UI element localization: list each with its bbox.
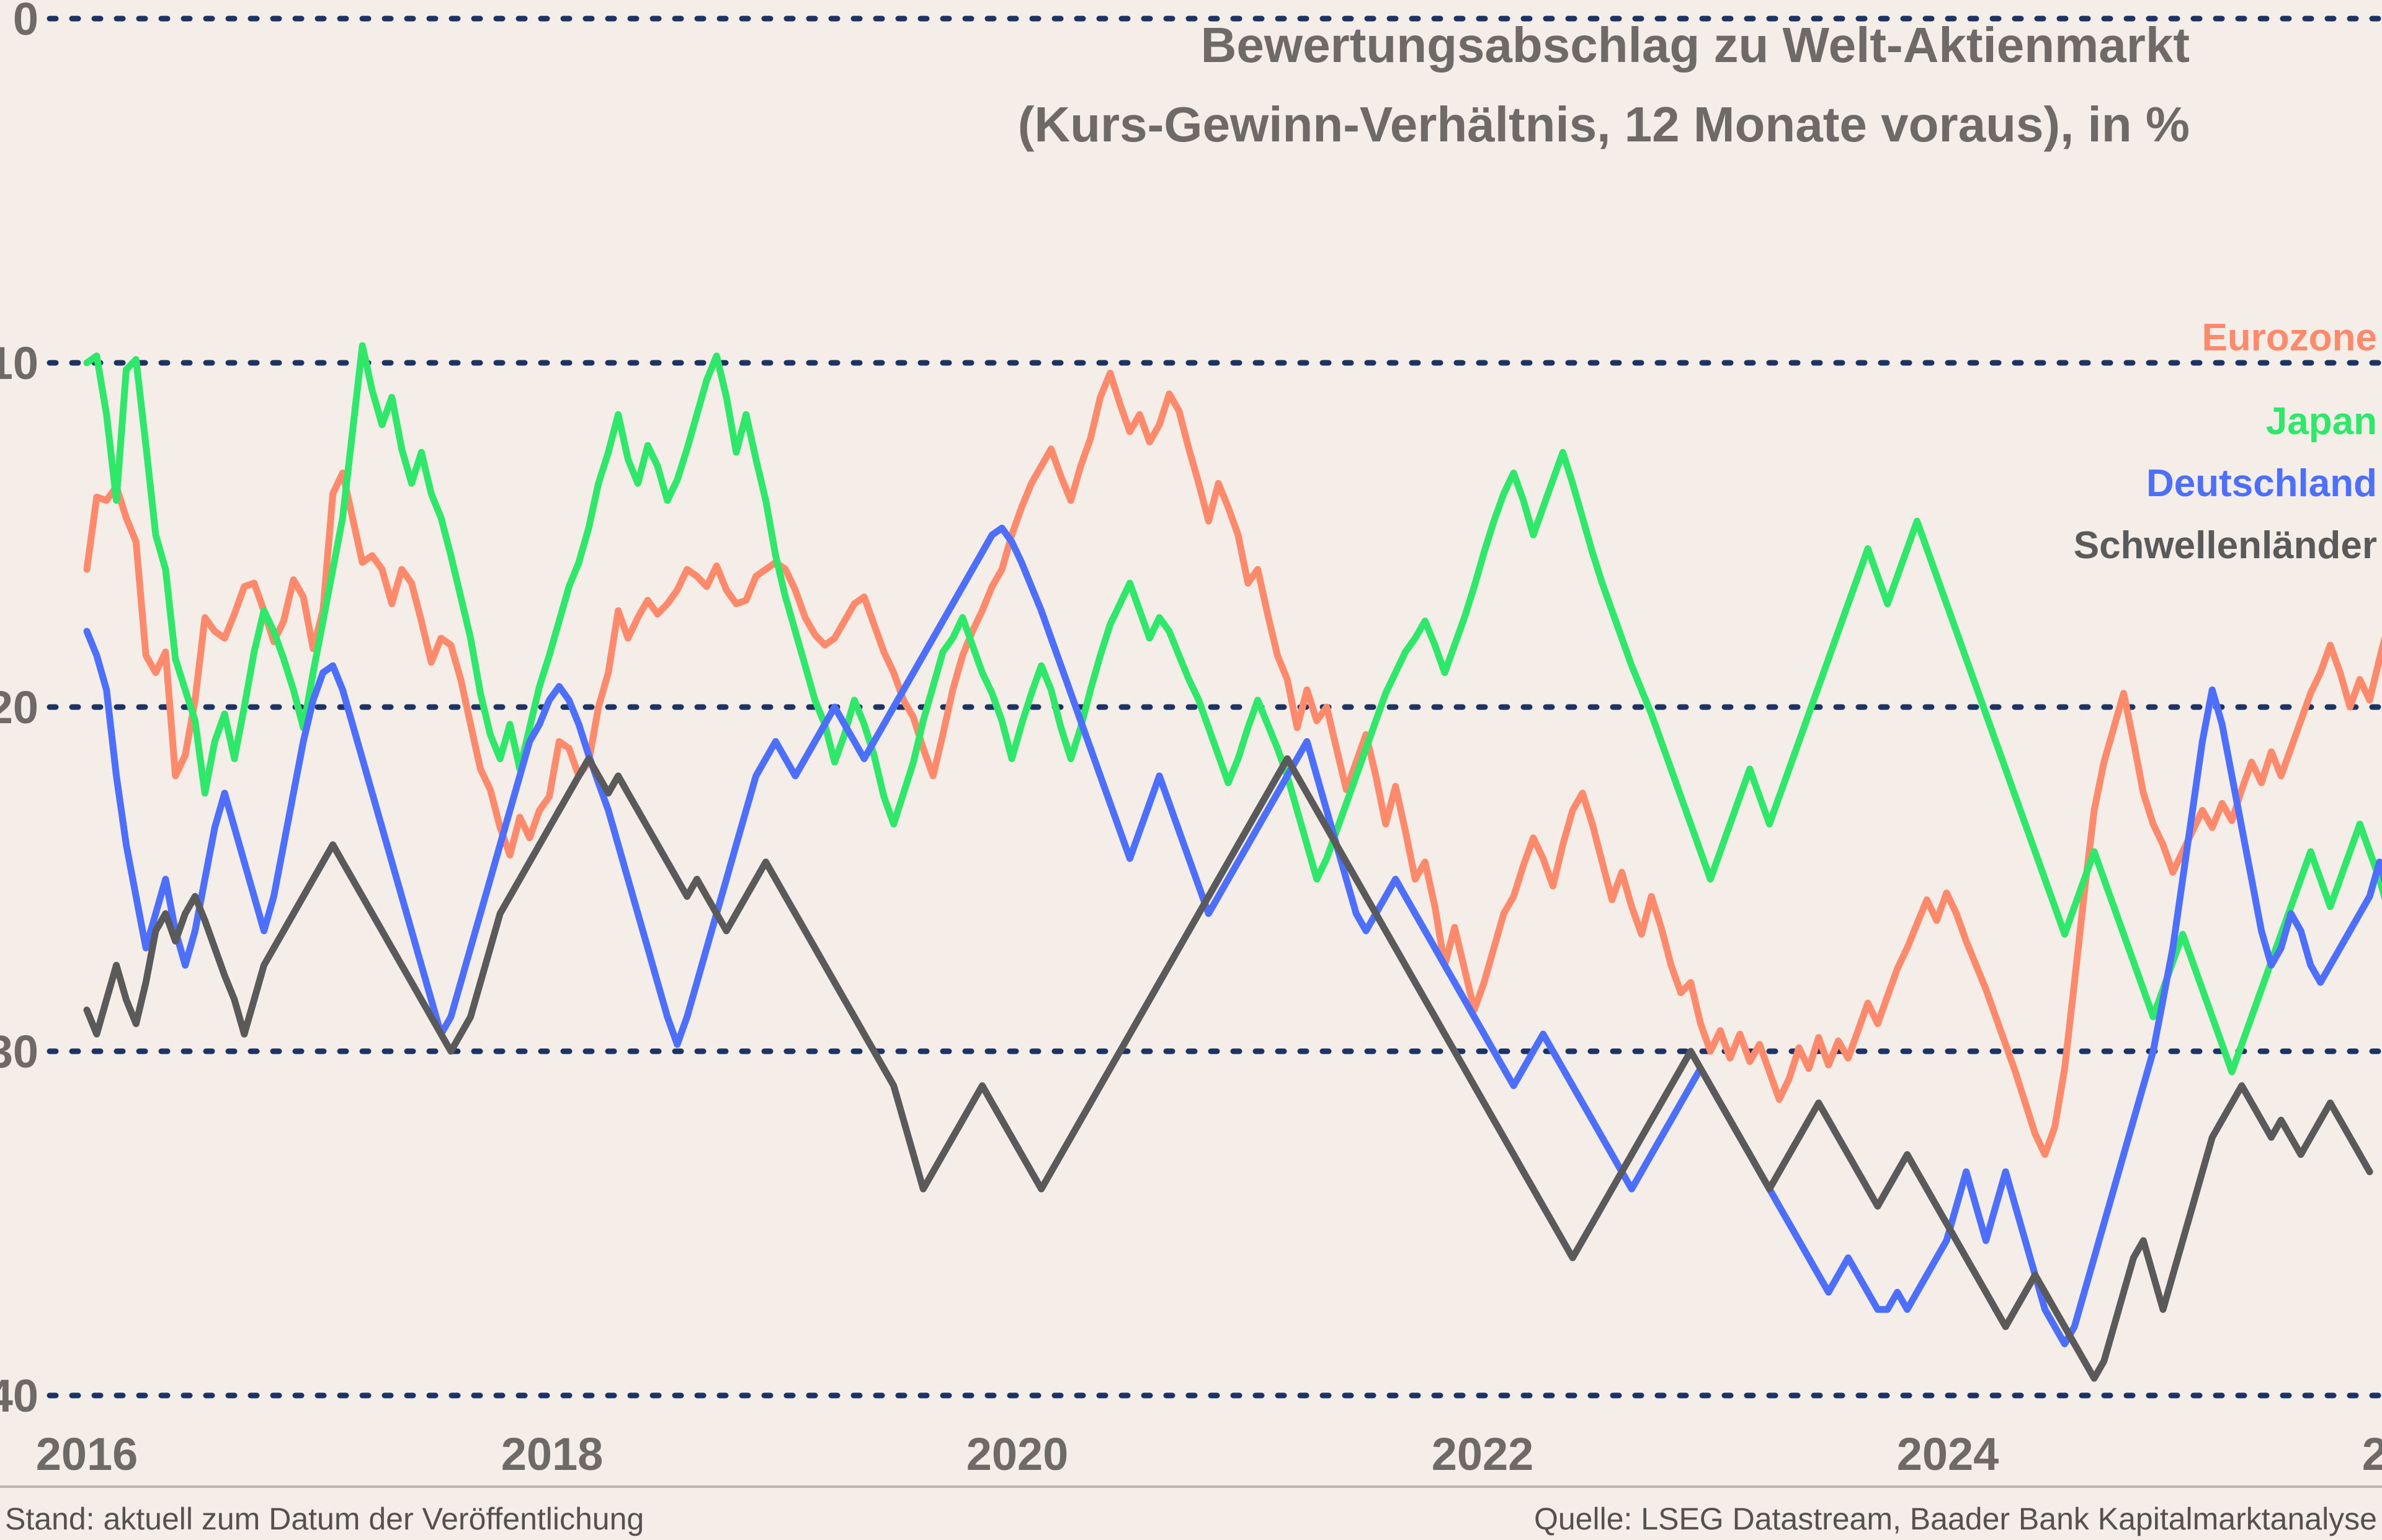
x-tick-label-2016: 2016 (36, 1428, 138, 1480)
x-tick-label-2024: 2024 (1897, 1428, 1999, 1480)
x-tick-label-2026: 2026 (2362, 1428, 2382, 1480)
chart-title: Bewertungsabschlag zu Welt-Aktienmarkt (1201, 17, 2190, 73)
legend-label-eurozone[interactable]: Eurozone (2202, 316, 2377, 359)
y-tick-label-0: 0 (13, 0, 38, 45)
x-tick-label-2020: 2020 (966, 1428, 1069, 1480)
y-axis-tick-labels: 0 -10 -20 -30 -40 (0, 0, 38, 1422)
series-line-deutschland (83, 524, 2382, 1348)
footer-right-source: Quelle: LSEG Datastream, Baader Bank Kap… (1534, 1502, 2377, 1536)
legend-label-japan[interactable]: Japan (2266, 400, 2377, 443)
series-line-schwellenl-nder (83, 755, 2373, 1382)
x-tick-label-2018: 2018 (501, 1428, 604, 1480)
x-axis-tick-labels: 2016 2018 2020 2022 2024 2026 (36, 1428, 2382, 1480)
legend-label-deutschland[interactable]: Deutschland (2146, 462, 2377, 505)
data-series-group (83, 342, 2382, 1382)
y-tick-label--40: -40 (0, 1370, 38, 1422)
legend-group: Eurozone Japan Deutschland Schwellenländer (2074, 316, 2377, 567)
y-tick-label--10: -10 (0, 337, 38, 389)
y-tick-label--30: -30 (0, 1026, 38, 1077)
gridlines-group (47, 16, 2382, 1399)
x-tick-label-2022: 2022 (1432, 1428, 1534, 1480)
legend-label-schwellenl-nder[interactable]: Schwellenländer (2074, 524, 2377, 567)
series-line-eurozone (83, 370, 2382, 1158)
chart-subtitle: (Kurs-Gewinn-Verhältnis, 12 Monate vorau… (1018, 97, 2190, 152)
footer-left-note: Stand: aktuell zum Datum der Veröffentli… (5, 1502, 644, 1536)
y-tick-label--20: -20 (0, 682, 38, 733)
